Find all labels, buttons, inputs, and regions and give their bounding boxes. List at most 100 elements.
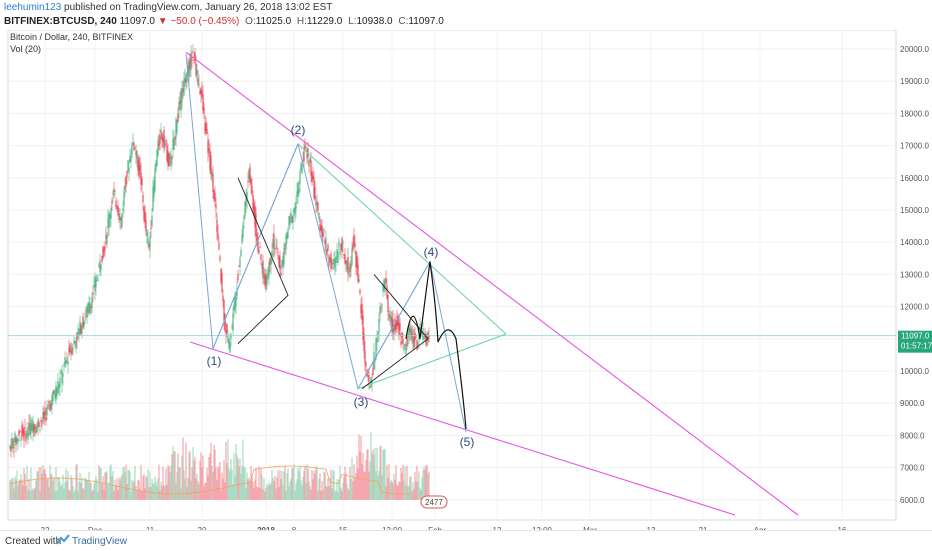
candle-body <box>342 242 344 244</box>
volume-bar <box>329 477 331 500</box>
volume-bar <box>291 468 293 500</box>
volume-bar <box>284 465 286 500</box>
price-axis[interactable]: 20000.0 19000.0 18000.0 17000.0 16000.0 15000… <box>900 45 929 505</box>
candle-body <box>158 143 160 147</box>
volume-bar <box>217 466 219 500</box>
volume-bar <box>206 467 208 500</box>
volume-bar <box>176 471 178 500</box>
time-axis[interactable]: 22 Dec 11 20 2018 8 15 12:00 Feb 12 12:00 Mar 12 21 Ap… <box>41 526 847 530</box>
candle-body <box>400 341 402 345</box>
candle-body <box>82 316 84 328</box>
candle-body <box>417 344 419 347</box>
candle-body <box>360 304 362 314</box>
author-link[interactable]: leehumin123 <box>4 2 62 13</box>
candle-body <box>248 169 250 180</box>
price-chart[interactable]: (1) (2) (3) (4) (5) 20000.0 19000.0 18000.0 170… <box>0 30 932 530</box>
candle-body <box>272 239 274 248</box>
candle-body <box>305 147 307 149</box>
volume-bar <box>208 457 210 500</box>
candle-body <box>215 204 217 209</box>
candle-body <box>216 219 218 233</box>
volume-bar <box>131 479 133 500</box>
candle-body <box>344 254 346 264</box>
candle-body <box>290 213 292 217</box>
black-wedge-1 <box>237 177 289 344</box>
candle-body <box>38 422 40 428</box>
candle-body <box>326 249 328 257</box>
candle-body <box>169 154 171 159</box>
candle-body <box>418 334 420 341</box>
candle-body <box>205 121 207 131</box>
volume-bar <box>269 484 271 500</box>
volume-bar <box>110 464 112 500</box>
candle-body <box>280 272 282 277</box>
volume-bar <box>14 476 16 500</box>
volume-bar <box>43 469 45 500</box>
volume-bar <box>19 479 21 500</box>
volume-bar <box>384 449 386 500</box>
volume-bar <box>328 485 330 500</box>
volume-bar <box>253 487 255 500</box>
volume-bar <box>127 469 129 500</box>
open-label: O: <box>245 16 256 27</box>
candle-body <box>210 156 212 174</box>
candle-body <box>314 187 316 199</box>
candle-body <box>160 129 162 132</box>
volume-bar <box>188 452 190 500</box>
candle-body <box>415 336 417 338</box>
candle-body <box>228 339 230 349</box>
hand-drawn-projection <box>405 261 467 430</box>
x-tick-label: 16 <box>838 526 847 530</box>
volume-bar <box>117 490 119 500</box>
volume-bar <box>400 468 402 500</box>
volume-bar <box>28 478 30 500</box>
candle-body <box>383 279 385 289</box>
candle-body <box>343 253 345 256</box>
volume-bar <box>408 485 410 500</box>
volume-bar <box>109 465 111 500</box>
candle-body <box>182 88 184 92</box>
candle-body <box>358 279 360 282</box>
volume-bar <box>260 469 262 500</box>
volume-bar <box>118 477 120 500</box>
candle-body <box>256 233 258 241</box>
y-tick-label: 16000.0 <box>900 174 929 183</box>
candle-body <box>333 259 335 263</box>
candle-body <box>159 135 161 144</box>
candle-body <box>95 276 97 288</box>
volume-bar <box>252 481 254 500</box>
volume-bar <box>168 466 170 500</box>
x-tick-label: 2018 <box>257 526 275 530</box>
candle-body <box>319 224 321 230</box>
volume-bar <box>52 480 54 500</box>
candle-body <box>94 279 96 292</box>
volume-bar <box>371 453 373 500</box>
candle-body <box>281 260 283 266</box>
volume-bar <box>256 486 258 500</box>
volume-bar <box>11 478 13 500</box>
candle-body <box>130 156 132 162</box>
candle-body <box>111 200 113 205</box>
tradingview-brand[interactable]: TradingView <box>72 536 128 547</box>
volume-bar <box>22 485 24 500</box>
volume-bar <box>177 453 179 500</box>
volume-bar <box>94 480 96 500</box>
volume-bar <box>212 471 214 500</box>
volume-bar <box>374 448 376 500</box>
volume-bar <box>278 487 280 500</box>
y-tick-label: 7000.0 <box>900 464 925 473</box>
candle-body <box>253 203 255 217</box>
volume-value-badge: 2477 <box>420 495 448 509</box>
x-tick-label: 12 <box>647 526 656 530</box>
volume-bar <box>310 489 312 500</box>
candle-body <box>109 214 111 219</box>
volume-bar <box>294 491 296 500</box>
volume-bar <box>145 476 147 500</box>
volume-bar <box>189 450 191 500</box>
volume-bar <box>23 467 25 500</box>
candle-body <box>331 263 333 265</box>
volume-bar <box>353 464 355 500</box>
volume-bar <box>350 478 352 500</box>
volume-bar <box>143 474 145 500</box>
candle-body <box>107 218 109 228</box>
